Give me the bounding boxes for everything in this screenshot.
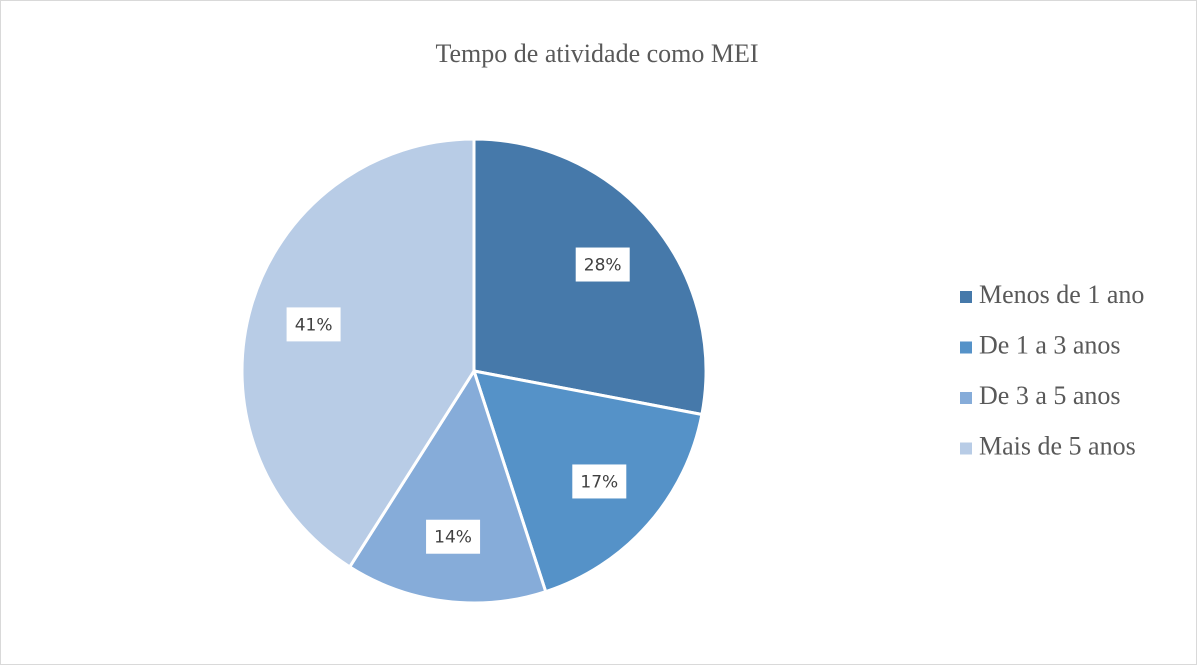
legend-label: De 3 a 5 anos xyxy=(979,381,1121,410)
data-label-box xyxy=(286,307,341,342)
legend-swatch xyxy=(960,442,972,455)
data-label: 17% xyxy=(580,472,618,492)
data-label-box xyxy=(575,247,630,282)
legend-swatch xyxy=(960,341,972,354)
chart-title: Tempo de atividade como MEI xyxy=(435,39,758,68)
legend-swatch xyxy=(960,291,972,303)
legend-label: Menos de 1 ano xyxy=(979,280,1144,309)
data-label-box xyxy=(572,464,627,499)
data-label: 14% xyxy=(434,528,472,548)
legend-label: Mais de 5 anos xyxy=(979,431,1136,460)
data-label-box xyxy=(426,519,481,554)
pie-slice xyxy=(347,367,548,605)
legend-label: De 1 a 3 anos xyxy=(979,330,1121,359)
pie-slice xyxy=(240,137,476,569)
legend-swatch xyxy=(960,392,972,404)
data-label: 28% xyxy=(584,256,622,276)
data-label: 41% xyxy=(295,315,333,335)
